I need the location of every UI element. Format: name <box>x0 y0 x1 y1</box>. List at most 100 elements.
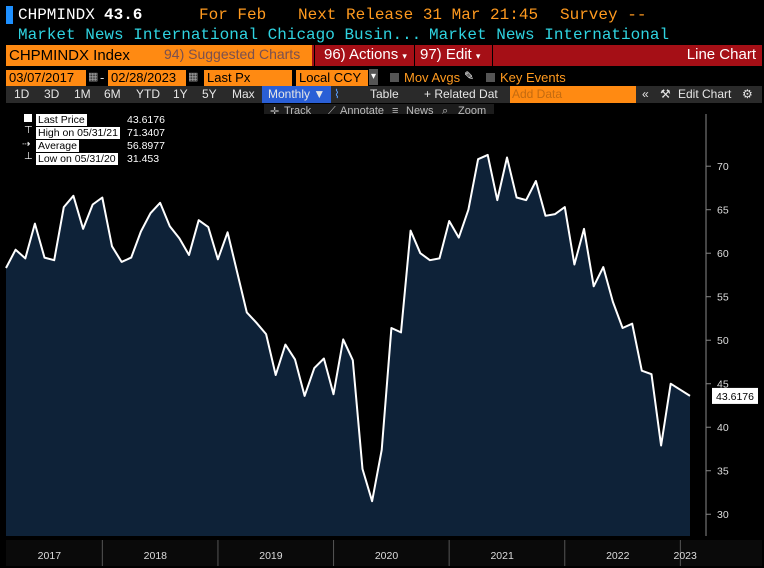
chart-legend: Last Price 43.6176 ⊤ High on 05/31/21 71… <box>10 113 170 169</box>
source-full-label: Market News International Chicago Busin.… <box>18 26 422 44</box>
source-short-label: Market News International <box>429 26 670 44</box>
range-button[interactable]: 1Y <box>173 87 188 101</box>
y-tick-label: 65 <box>717 205 729 217</box>
menu-divider <box>414 45 415 66</box>
chevron-down-icon[interactable]: ▾ <box>369 69 379 85</box>
legend-average-label: Average <box>36 140 79 152</box>
x-tick-label: 2017 <box>38 550 62 562</box>
y-tick-label: 50 <box>717 335 729 347</box>
start-date-field[interactable]: 03/07/2017 <box>6 70 86 86</box>
y-tick-label: 55 <box>717 292 729 304</box>
x-tick-label: 2023 <box>674 550 698 562</box>
legend-row-high: ⊤ High on 05/31/21 71.3407 <box>10 125 170 140</box>
pencil-icon[interactable]: ✎ <box>464 69 475 83</box>
menu-bar: CHPMINDX Index 94) Suggested Charts 96) … <box>6 45 762 66</box>
legend-low-label: Low on 05/31/20 <box>36 153 118 165</box>
series-line[interactable] <box>5 153 691 503</box>
last-price-tag-box <box>712 387 758 404</box>
chart-type-label[interactable]: Line Chart <box>686 46 756 63</box>
range-button[interactable]: 6M <box>104 87 121 101</box>
legend-swatch <box>24 114 32 122</box>
annotate-icon[interactable]: ⟋ <box>328 105 336 117</box>
end-date-field[interactable]: 02/28/2023 <box>108 70 186 86</box>
x-tick-label: 2021 <box>490 550 514 562</box>
mov-avgs-checkbox[interactable] <box>390 73 399 82</box>
legend-last-value: 43.6176 <box>127 114 165 126</box>
calendar-icon[interactable]: ▦ <box>188 71 199 83</box>
x-axis: 2017 2018 2019 2020 2021 2022 2023 <box>38 540 697 566</box>
chevron-down-icon: ▼ <box>313 87 326 101</box>
related-data-button[interactable]: + Related Dat <box>424 87 498 101</box>
range-button[interactable]: 5Y <box>202 87 217 101</box>
gear-icon[interactable]: ⚙ <box>742 87 753 101</box>
security-color-marker <box>6 6 13 24</box>
high-marker-icon: ⊤ <box>24 125 33 136</box>
zoom-icon[interactable]: ⌕ <box>442 105 449 117</box>
plot-area <box>5 153 691 536</box>
range-button[interactable]: 1M <box>74 87 91 101</box>
x-axis-band <box>6 540 762 566</box>
x-tick-label: 2019 <box>259 550 283 562</box>
legend-high-value: 71.3407 <box>127 127 165 139</box>
edit-menu[interactable]: 97) Edit ▾ <box>420 46 480 63</box>
y-tick-label: 40 <box>717 422 729 434</box>
line-chart-icon[interactable]: ⌇ <box>334 87 340 101</box>
series-area <box>6 154 690 536</box>
collapse-icon[interactable]: « <box>642 87 649 101</box>
legend-row-low: ⊥ Low on 05/31/20 31.453 <box>10 151 170 166</box>
news-icon[interactable]: ≡ <box>392 105 399 117</box>
range-button[interactable]: Max <box>232 87 255 101</box>
range-button[interactable]: 1D <box>14 87 30 101</box>
menu-divider <box>492 45 493 66</box>
frequency-label: Monthly <box>268 87 311 101</box>
x-tick-label: 2022 <box>606 550 630 562</box>
wrench-icon[interactable]: ⚒ <box>660 87 671 101</box>
actions-menu[interactable]: 96) Actions ▾ <box>324 46 407 63</box>
next-release-label: Next Release 31 Mar 21:45 <box>298 6 539 24</box>
edit-chart-button[interactable]: Edit Chart <box>678 87 732 101</box>
x-tick-label: 2018 <box>144 550 168 562</box>
currency-select[interactable]: Local CCY <box>296 70 368 86</box>
y-tick-label: 30 <box>717 509 729 521</box>
actions-label: 96) Actions <box>324 46 399 63</box>
y-tick-label: 35 <box>717 466 729 478</box>
table-button[interactable]: Table <box>370 87 399 101</box>
range-button[interactable]: 3D <box>44 87 60 101</box>
y-tick-label: 60 <box>717 248 729 260</box>
crosshair-icon[interactable]: ✛ <box>270 106 280 118</box>
legend-low-value: 31.453 <box>127 153 160 165</box>
calendar-icon[interactable]: ▦ <box>88 71 99 83</box>
y-tick-label: 70 <box>717 161 729 173</box>
y-axis: 30 35 40 45 50 55 60 65 70 <box>706 161 729 521</box>
key-events-label: Key Events <box>500 70 566 85</box>
y-tick-label: 45 <box>717 379 729 391</box>
range-button[interactable]: YTD <box>136 87 160 101</box>
field-select[interactable]: Last Px <box>204 70 292 86</box>
last-value: 43.6 <box>104 6 143 24</box>
source-line: Market News International Chicago Busin.… <box>0 25 764 45</box>
security-title[interactable]: CHPMINDX Index <box>6 45 312 66</box>
legend-high-label: High on 05/31/21 <box>36 127 120 139</box>
x-tick-label: 2020 <box>375 550 399 562</box>
chart-controls: 03/07/2017 ▦ - 02/28/2023 ▦ Last Px Loca… <box>0 69 764 87</box>
range-toolbar: 1D 3D 1M 6M YTD 1Y 5Y Max Monthly ▼ ⌇ Ta… <box>6 86 762 103</box>
last-price-tag-text: 43.6176 <box>716 391 754 403</box>
key-events-checkbox[interactable] <box>486 73 495 82</box>
frequency-select[interactable]: Monthly ▼ <box>262 86 332 103</box>
date-separator: - <box>100 70 105 85</box>
legend-row-average: ⇢ Average 56.8977 <box>10 139 170 153</box>
legend-last-label: Last Price <box>36 114 87 126</box>
survey-label: Survey -- <box>560 6 647 24</box>
legend-average-value: 56.8977 <box>127 140 165 152</box>
chevron-down-icon: ▾ <box>475 51 481 61</box>
legend-row-last: Last Price 43.6176 <box>10 114 170 127</box>
edit-label: 97) Edit <box>420 46 472 63</box>
add-data-input[interactable]: Add Data <box>510 86 636 103</box>
ticker-label[interactable]: CHPMINDX <box>18 6 95 24</box>
suggested-charts-button[interactable]: 94) Suggested Charts <box>164 46 301 62</box>
menu-divider <box>314 45 315 66</box>
mov-avgs-label: Mov Avgs <box>404 70 461 85</box>
last-price-tag: 43.6176 <box>712 387 758 404</box>
average-marker-icon: ⇢ <box>22 139 31 150</box>
